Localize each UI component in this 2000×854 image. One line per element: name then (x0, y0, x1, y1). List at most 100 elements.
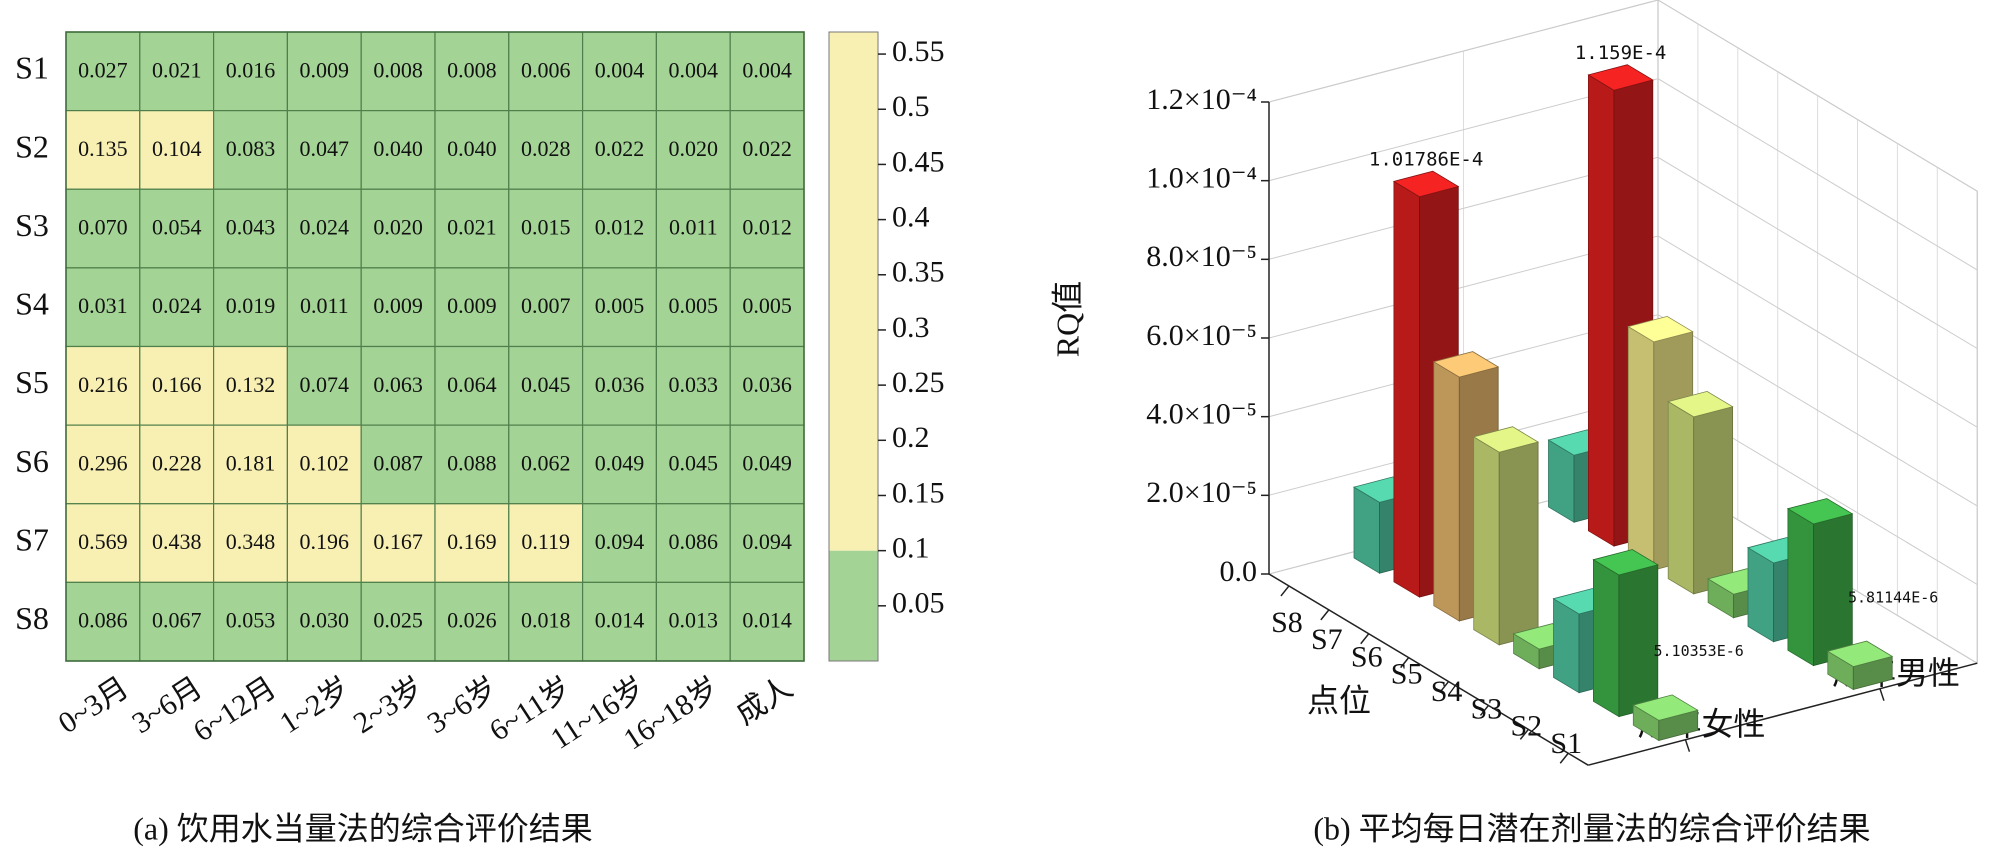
heatmap-cell (139, 581, 215, 662)
heatmap-cell (286, 110, 362, 190)
heatmap-cell (581, 581, 657, 662)
depth-tick (1400, 657, 1410, 669)
cell-label: 0.030 (300, 608, 350, 633)
heatmap-cell (213, 424, 289, 505)
cell-label: 0.119 (521, 529, 570, 554)
heatmap-cell (434, 581, 510, 662)
heatmap-cell (508, 267, 584, 348)
heatmap-cell (434, 424, 510, 505)
cell-label: 0.012 (742, 215, 792, 240)
bar-front (1693, 406, 1733, 595)
cell-label: 0.040 (447, 136, 497, 161)
heatmap-cell (434, 31, 510, 112)
bar-top (1472, 426, 1540, 453)
bar-side (1473, 436, 1500, 646)
cell-label: 0.036 (595, 372, 645, 397)
cell-label: 0.009 (373, 293, 423, 318)
column-label: 6~12月 (188, 671, 282, 748)
heatmap-cell (65, 188, 141, 269)
cell-label: 0.027 (78, 57, 128, 82)
bar-side (1667, 400, 1695, 595)
depth-tick (1360, 633, 1370, 645)
cell-label: 0.021 (152, 57, 202, 82)
cell-label: 0.014 (742, 608, 792, 633)
bar-side (1627, 325, 1655, 571)
heatmap-cell (729, 31, 805, 112)
heatmap-cell (655, 424, 731, 505)
heatmap-cell (360, 188, 436, 269)
cell-label: 0.024 (152, 293, 202, 318)
colorbar-tick-label: 0.35 (892, 256, 945, 289)
heatmap-cell (655, 267, 731, 348)
row-label: S7 (15, 521, 49, 557)
cell-label: 0.102 (300, 450, 350, 475)
heatmap-cell (729, 267, 805, 348)
bar-side (1787, 507, 1814, 667)
bar (1472, 426, 1540, 646)
cell-label: 0.005 (742, 293, 792, 318)
heatmap-cell (213, 345, 289, 426)
heatmap-cell (139, 188, 215, 269)
cell-label: 0.049 (742, 450, 792, 475)
heatmap-cell (655, 503, 731, 583)
heatmap-cell (360, 424, 436, 505)
heatmap-cell (139, 345, 215, 426)
depth-tick (1280, 585, 1290, 597)
bar-side (1747, 546, 1774, 643)
cell-label: 0.167 (373, 529, 423, 554)
cell-label: 0.054 (152, 215, 202, 240)
heatmap-cell (729, 110, 805, 190)
heatmap-cell (655, 188, 731, 269)
heatmap-cell (213, 188, 289, 269)
bar-top (1627, 315, 1694, 343)
caption: (b) 平均每日潜在剂量法的综合评价结果 (1313, 810, 1870, 846)
depth-tick-label: S8 (1271, 606, 1303, 639)
heatmap-cell (434, 503, 510, 583)
cell-label: 0.015 (521, 215, 571, 240)
colorbar-tick-label: 0.1 (892, 532, 930, 565)
cell-label: 0.007 (521, 293, 571, 318)
cell-label: 0.132 (226, 372, 276, 397)
cell-label: 0.006 (521, 57, 571, 82)
colorbar-tick-label: 0.45 (892, 145, 945, 178)
gender-axis (1588, 662, 1978, 766)
column-label: 0~3月 (53, 671, 135, 740)
cell-label: 0.104 (152, 136, 202, 161)
heatmap-cell (286, 31, 362, 112)
bar-side (1393, 180, 1420, 598)
cell-label: 0.228 (152, 450, 202, 475)
colorbar-tick-label: 0.25 (892, 366, 945, 399)
cell-label: 0.181 (226, 450, 276, 475)
depth-tick-label: S5 (1391, 658, 1423, 691)
cell-label: 0.020 (373, 215, 423, 240)
depth-tick-label: S3 (1471, 692, 1503, 725)
cell-label: 0.063 (373, 372, 423, 397)
heatmap-cell (213, 581, 289, 662)
heatmap-cell (434, 267, 510, 348)
cell-label: 0.045 (669, 450, 719, 475)
heatmap-cell (508, 110, 584, 190)
cell-label: 0.043 (226, 215, 276, 240)
colorbar-tick-label: 0.4 (892, 200, 930, 233)
cell-label: 0.196 (300, 529, 350, 554)
cell-label: 0.020 (669, 136, 719, 161)
heatmap-cell (286, 503, 362, 583)
cell-label: 0.014 (595, 608, 645, 633)
bar-side (1433, 361, 1460, 622)
caption: (a) 饮用水当量法的综合评价结果 (133, 810, 593, 846)
value-label: 5.10353E-6 (1654, 642, 1744, 660)
cell-label: 0.025 (373, 608, 423, 633)
heatmap-cell (360, 345, 436, 426)
depth-tick-label: S4 (1431, 675, 1463, 708)
cell-label: 0.019 (226, 293, 276, 318)
y-tick-label: 2.0×10⁻⁵ (1146, 476, 1257, 509)
depth-tick (1320, 609, 1330, 621)
row-label: S4 (15, 286, 49, 322)
cell-label: 0.011 (669, 215, 718, 240)
bar-side (1553, 597, 1580, 694)
column-label: 1~2岁 (274, 671, 356, 740)
cell-label: 0.067 (152, 608, 202, 633)
heatmap-cell (508, 581, 584, 662)
